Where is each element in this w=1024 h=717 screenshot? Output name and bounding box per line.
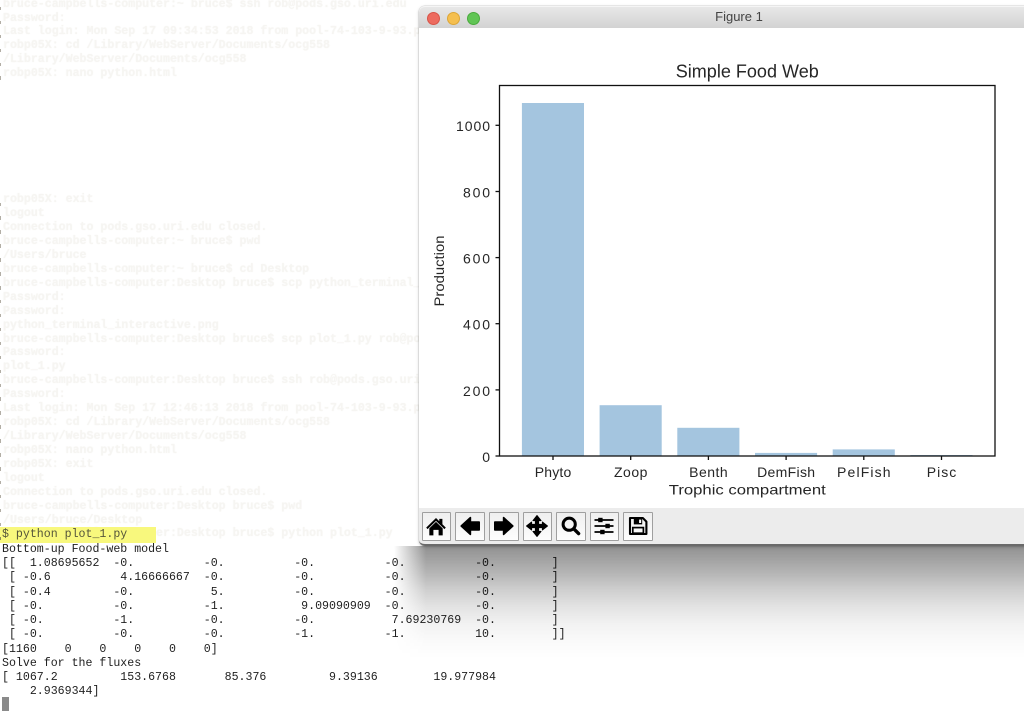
svg-text:Pisc: Pisc: [927, 464, 957, 480]
svg-text:600: 600: [463, 251, 490, 267]
svg-text:0: 0: [482, 449, 490, 465]
svg-text:200: 200: [463, 383, 490, 399]
svg-text:400: 400: [463, 317, 490, 333]
svg-text:800: 800: [463, 184, 490, 200]
svg-text:PelFish: PelFish: [837, 464, 891, 480]
svg-text:Phyto: Phyto: [535, 464, 572, 480]
svg-text:1000: 1000: [456, 118, 490, 134]
svg-text:Benth: Benth: [689, 464, 728, 480]
svg-text:Zoop: Zoop: [614, 464, 648, 480]
svg-text:Production: Production: [431, 236, 447, 307]
svg-text:DemFish: DemFish: [757, 464, 815, 480]
svg-text:Simple Food Web: Simple Food Web: [676, 62, 819, 82]
svg-text:Trophic compartment: Trophic compartment: [669, 482, 826, 498]
